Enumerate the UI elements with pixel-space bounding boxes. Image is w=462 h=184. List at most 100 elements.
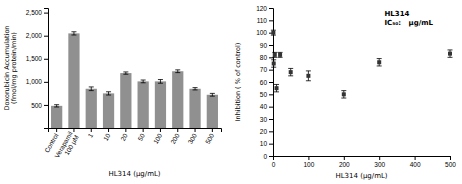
- axis-line: [274, 157, 451, 161]
- tick-mark: [160, 128, 161, 132]
- plot-marks: [271, 30, 453, 98]
- tick-label: 80: [260, 54, 268, 61]
- tick-mark: [125, 128, 126, 132]
- x-axis-title: HL314 (μg/mL): [335, 172, 387, 180]
- point: [272, 62, 276, 66]
- tick-label: 500: [445, 161, 456, 168]
- y-axis-title: Doxorubicin Accumulation(fmol/mg protein…: [3, 26, 18, 111]
- axis: 0100200300400500: [272, 156, 457, 168]
- error-bar: [54, 105, 59, 107]
- tick-mark: [177, 128, 178, 132]
- bar: [138, 81, 149, 128]
- tick: 500: [204, 128, 216, 145]
- tick-label: 0: [263, 153, 267, 160]
- tick: 20: [119, 128, 129, 142]
- tick-label: 40: [260, 103, 268, 110]
- tick-mark: [269, 8, 273, 9]
- error-bar: [341, 91, 346, 98]
- tick: 300: [186, 128, 198, 145]
- point: [275, 86, 279, 90]
- annotation: HL314: [385, 10, 410, 18]
- error-bar: [89, 87, 94, 91]
- tick: 50: [136, 128, 146, 142]
- tick-mark: [44, 36, 48, 37]
- error-bar: [271, 60, 276, 67]
- axis: ControlVerapamil100 μM110205010020030050…: [43, 128, 222, 163]
- axis-line: [44, 9, 49, 129]
- tick-mark: [269, 107, 273, 108]
- tick-label: 400: [410, 161, 421, 168]
- axis: 0102030405060708090100110120: [256, 5, 273, 160]
- error-bar: [158, 80, 163, 84]
- tick-mark: [44, 82, 48, 83]
- tick-label: 20: [119, 132, 129, 142]
- tick: 70: [260, 66, 273, 73]
- tick-mark: [269, 119, 273, 120]
- tick: 1: [86, 128, 94, 139]
- tick-mark: [212, 128, 213, 132]
- bar: [172, 71, 183, 128]
- tick-label: 200: [169, 132, 181, 145]
- tick: 110: [257, 17, 273, 24]
- tick: 40: [260, 103, 273, 110]
- tick: 500: [445, 156, 456, 168]
- tick-label: 100: [303, 161, 314, 168]
- tick-label: 20: [260, 128, 268, 135]
- tick-mark: [44, 128, 48, 129]
- error-bar: [278, 52, 283, 57]
- tick: [44, 128, 48, 129]
- tick-label: 50: [136, 132, 146, 142]
- bar: [86, 89, 97, 128]
- tick: 1,000: [26, 78, 48, 85]
- axis-line: [49, 129, 222, 133]
- point: [278, 53, 282, 57]
- tick: 50: [260, 91, 273, 98]
- bar: [68, 33, 79, 128]
- plot-marks: [51, 32, 218, 128]
- tick-label: 200: [339, 161, 350, 168]
- tick-mark: [269, 82, 273, 83]
- tick: 0: [272, 156, 276, 168]
- error-bar: [175, 70, 180, 73]
- tick-mark: [143, 128, 144, 132]
- tick-label: 1,000: [26, 78, 43, 85]
- error-bar: [141, 80, 146, 83]
- tick: 1,500: [26, 55, 48, 62]
- point: [342, 92, 346, 96]
- tick-mark: [44, 59, 48, 60]
- tick-mark: [269, 144, 273, 145]
- tick-label: 500: [31, 102, 42, 109]
- tick: 0: [263, 153, 273, 160]
- bar: [189, 89, 200, 128]
- point: [271, 31, 275, 35]
- tick: 100: [303, 156, 314, 168]
- tick: 60: [260, 79, 273, 86]
- tick-label: 0: [272, 161, 276, 168]
- tick: 80: [260, 54, 273, 61]
- error-bar: [106, 92, 111, 95]
- error-bar: [71, 32, 76, 35]
- error-bar: [288, 68, 293, 75]
- x-axis-title: HL314 (μg/mL): [108, 170, 160, 178]
- tick-mark: [44, 13, 48, 14]
- tick-mark: [269, 45, 273, 46]
- tick-mark: [273, 156, 274, 160]
- panel: 0102030405060708090100110120010020030040…: [234, 5, 456, 180]
- tick-mark: [56, 128, 57, 132]
- tick-label: 500: [204, 132, 216, 145]
- panel: 5001,0001,5002,0002,500ControlVerapamil1…: [3, 9, 222, 179]
- tick-mark: [344, 156, 345, 160]
- error-bar: [271, 30, 276, 35]
- tick: 30: [260, 116, 273, 123]
- tick: 100: [152, 128, 164, 145]
- error-bar: [274, 84, 279, 91]
- tick-mark: [308, 156, 309, 160]
- chart-root: 5001,0001,5002,0002,500ControlVerapamil1…: [0, 0, 462, 184]
- tick-label: 90: [260, 42, 268, 49]
- point: [377, 60, 381, 64]
- bar: [155, 81, 166, 128]
- tick-label: 100: [152, 132, 164, 145]
- tick-mark: [91, 128, 92, 132]
- tick: 2,500: [26, 9, 48, 16]
- tick-mark: [269, 94, 273, 95]
